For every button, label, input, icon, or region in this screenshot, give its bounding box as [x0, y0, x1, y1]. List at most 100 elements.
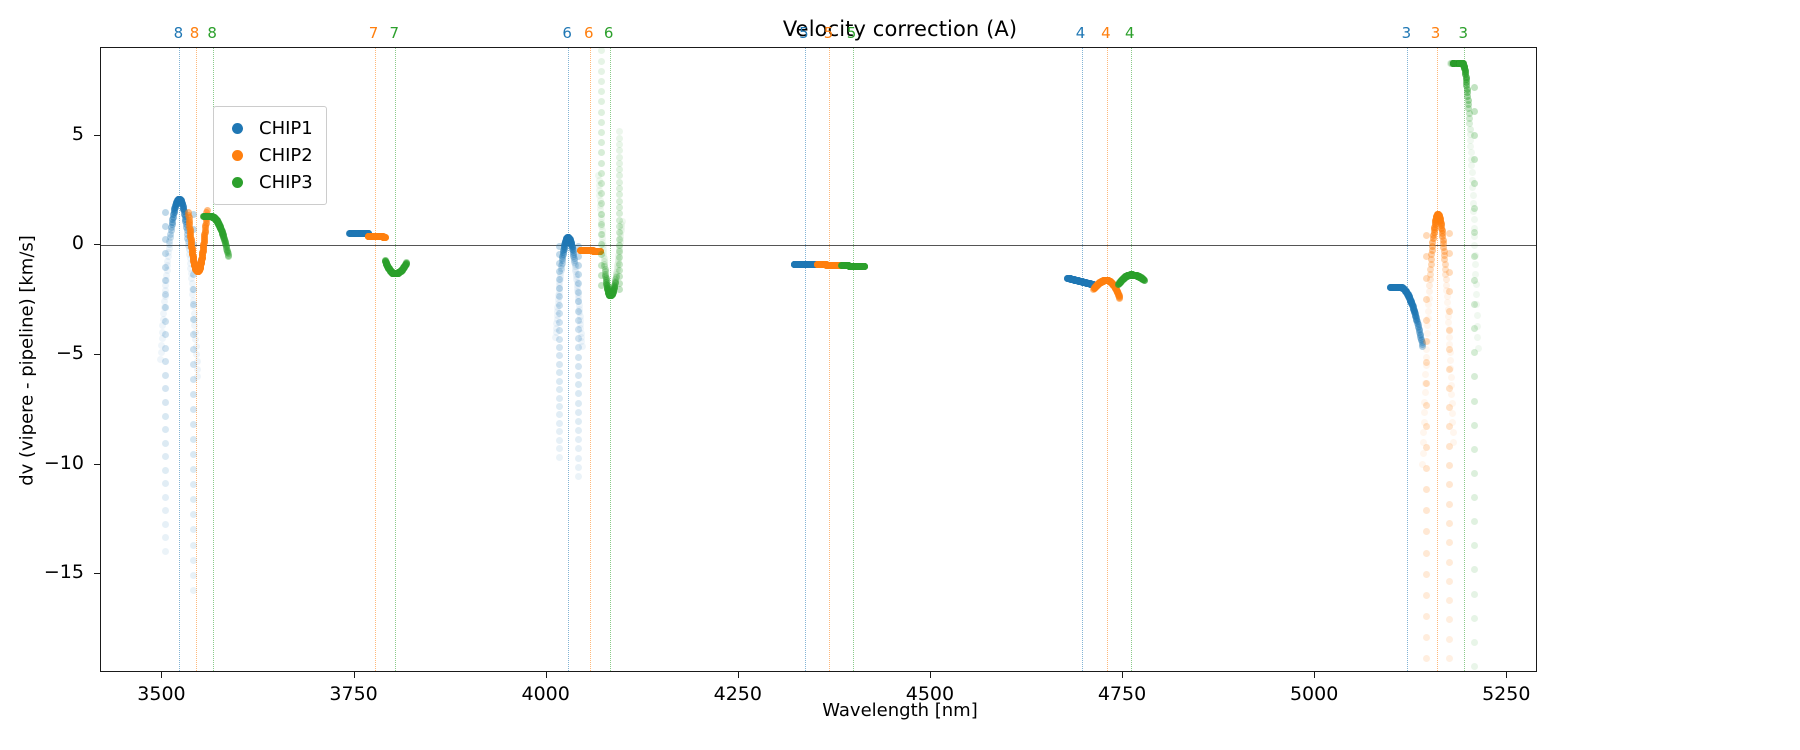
scatter-point [1416, 330, 1424, 338]
scatter-point [1450, 59, 1458, 67]
scatter-point [612, 272, 620, 280]
scatter-point [575, 436, 583, 444]
scatter-point [600, 255, 608, 263]
scatter-point [572, 270, 580, 278]
order-vline [804, 48, 806, 671]
scatter-point [574, 288, 582, 296]
scatter-point [575, 294, 583, 302]
scatter-point [1446, 365, 1454, 373]
scatter-point [161, 317, 169, 325]
scatter-point [598, 139, 606, 147]
scatter-point [598, 180, 606, 188]
scatter-point [598, 108, 606, 116]
scatter-point [1422, 570, 1430, 578]
scatter-point [575, 463, 583, 471]
scatter-point [598, 227, 606, 235]
scatter-point [1447, 59, 1455, 67]
scatter-point [161, 480, 169, 488]
scatter-point [1446, 307, 1454, 315]
scatter-point [616, 244, 624, 252]
scatter-point [189, 526, 197, 534]
scatter-point [194, 373, 202, 381]
scatter-point [1450, 59, 1458, 67]
scatter-point [555, 445, 563, 453]
scatter-point [571, 258, 579, 266]
scatter-point [596, 197, 604, 204]
scatter-point [1450, 59, 1458, 67]
scatter-point [598, 67, 606, 75]
scatter-point [555, 251, 563, 259]
scatter-point [1422, 528, 1430, 536]
scatter-point [615, 140, 623, 148]
scatter-point [161, 412, 169, 420]
scatter-point [1472, 280, 1480, 288]
scatter-point [576, 309, 584, 317]
scatter-point [1473, 322, 1481, 330]
order-label: 8 [189, 24, 200, 42]
legend-marker-chip3 [232, 177, 243, 188]
scatter-point [1446, 384, 1454, 392]
order-vline [568, 48, 570, 671]
scatter-point [402, 260, 410, 268]
scatter-point [161, 209, 169, 217]
scatter-point [615, 222, 623, 230]
scatter-point [575, 301, 583, 309]
scatter-point [189, 406, 197, 414]
order-vline [609, 48, 611, 671]
order-vline [829, 48, 831, 671]
scatter-point [601, 268, 609, 276]
scatter-point [575, 252, 583, 260]
order-label: 7 [389, 24, 400, 42]
scatter-point [1471, 469, 1479, 477]
scatter-point [189, 556, 197, 564]
scatter-point [161, 466, 169, 474]
order-label: 7 [368, 24, 379, 42]
scatter-point [1473, 301, 1481, 309]
scatter-point [1445, 333, 1453, 341]
scatter-point [615, 203, 623, 211]
scatter-point [617, 230, 625, 238]
scatter-point [1474, 333, 1482, 341]
scatter-point [598, 48, 606, 55]
scatter-point [161, 304, 169, 312]
scatter-point [1447, 373, 1455, 381]
scatter-point [615, 254, 623, 262]
scatter-point [613, 267, 621, 275]
scatter-point [1471, 566, 1479, 574]
scatter-point [1448, 391, 1456, 399]
scatter-point [1414, 319, 1422, 327]
x-tick-label: 3500 [137, 683, 186, 705]
scatter-point [1472, 270, 1480, 278]
scatter-point [1443, 281, 1451, 289]
scatter-point [1446, 423, 1454, 431]
scatter-point [1417, 333, 1425, 341]
scatter-point [615, 247, 623, 255]
scatter-point [570, 250, 578, 258]
scatter-point [615, 210, 623, 218]
scatter-point [557, 264, 565, 272]
scatter-point [1416, 327, 1423, 335]
scatter-point [1422, 507, 1430, 515]
scatter-point [598, 231, 606, 239]
legend-item[interactable]: CHIP1 [224, 115, 313, 142]
scatter-point [615, 191, 623, 199]
scatter-point [598, 129, 606, 136]
scatter-point [1450, 59, 1458, 67]
legend-item[interactable]: CHIP3 [224, 169, 313, 196]
scatter-point [553, 320, 561, 328]
x-tick [1314, 672, 1316, 678]
x-tick [353, 672, 355, 678]
scatter-point [161, 263, 169, 271]
scatter-point [1450, 59, 1458, 67]
scatter-point [221, 237, 229, 245]
y-tick [94, 354, 100, 356]
scatter-point [1419, 342, 1427, 350]
scatter-point [1448, 59, 1456, 67]
legend-item[interactable]: CHIP2 [224, 142, 313, 169]
scatter-point [575, 362, 583, 370]
scatter-point [381, 233, 389, 241]
scatter-point [225, 252, 233, 260]
scatter-point [224, 251, 232, 259]
scatter-point [1422, 359, 1430, 367]
scatter-point [192, 343, 200, 351]
